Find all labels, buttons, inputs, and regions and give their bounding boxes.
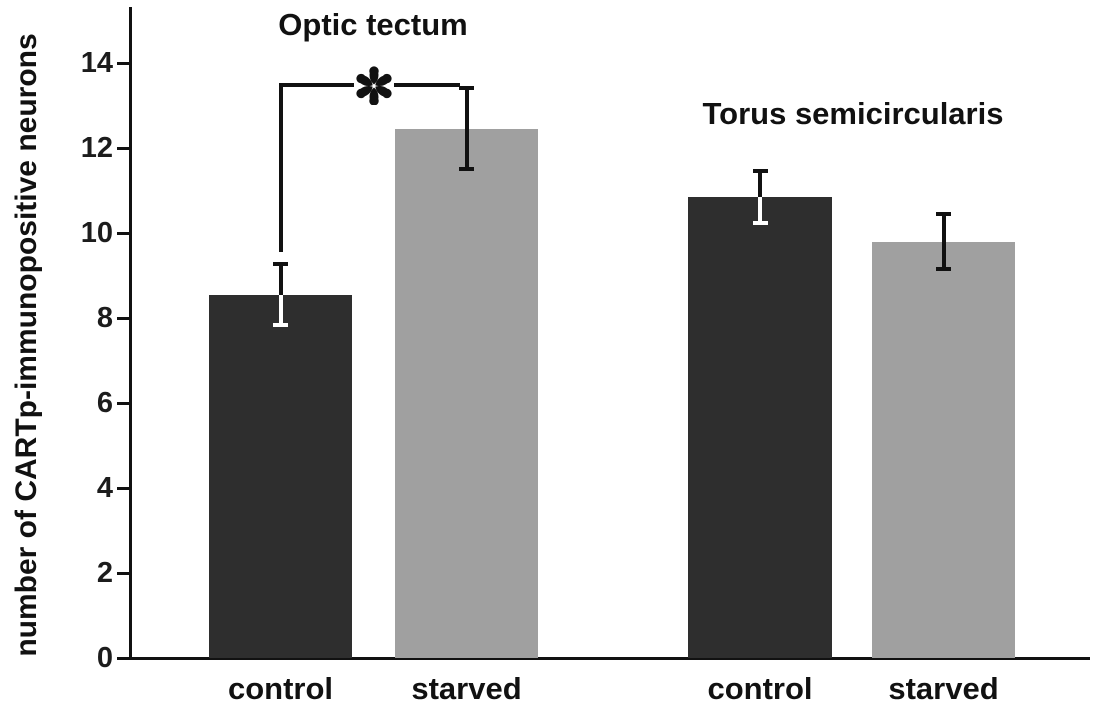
bar-torus-semicircularis-control bbox=[688, 196, 832, 658]
error-bar-upper-optic-tectum-control bbox=[278, 261, 283, 295]
bar-torus-semicircularis-starved bbox=[872, 241, 1015, 658]
y-tick-label: 0 bbox=[96, 642, 113, 674]
error-bar-lower-optic-tectum-starved bbox=[464, 128, 469, 172]
y-axis-line bbox=[129, 7, 132, 660]
error-bar-upper-optic-tectum-starved bbox=[464, 86, 469, 129]
asterisk-icon bbox=[355, 66, 392, 106]
group-title-torus-semicircularis: Torus semicircularis bbox=[702, 96, 1004, 131]
y-tick-label: 8 bbox=[96, 302, 113, 334]
error-bar-top-cap-torus-semicircularis-control bbox=[752, 169, 768, 174]
error-bar-upper-torus-semicircularis-starved bbox=[941, 211, 946, 242]
error-bar-lower-optic-tectum-control bbox=[278, 294, 283, 328]
y-tick-label: 14 bbox=[80, 47, 113, 79]
significance-bracket-right-segment bbox=[393, 83, 460, 88]
y-tick bbox=[117, 61, 129, 65]
error-bar-bottom-cap-torus-semicircularis-control bbox=[752, 220, 768, 225]
y-axis-title: number of CARTp-immunopositive neurons bbox=[10, 33, 43, 657]
error-bar-upper-torus-semicircularis-control bbox=[758, 169, 762, 197]
error-bar-bottom-cap-optic-tectum-control bbox=[273, 323, 288, 328]
group-title-optic-tectum: Optic tectum bbox=[278, 7, 468, 42]
error-bar-bottom-cap-optic-tectum-starved bbox=[459, 167, 474, 172]
y-tick-label: 12 bbox=[80, 132, 113, 164]
x-axis-line bbox=[129, 656, 1090, 660]
error-bar-lower-torus-semicircularis-control bbox=[758, 196, 762, 225]
x-category-label-optic-tectum-control: control bbox=[227, 671, 334, 706]
x-category-label-optic-tectum-starved: starved bbox=[411, 671, 522, 706]
significance-bracket-vertical bbox=[278, 83, 283, 253]
x-category-label-torus-semicircularis-control: control bbox=[707, 671, 813, 706]
significance-bracket-left-segment bbox=[278, 83, 354, 88]
bar-optic-tectum-control bbox=[209, 294, 352, 658]
bar-optic-tectum-starved bbox=[395, 128, 538, 658]
significance-asterisk bbox=[354, 65, 394, 106]
y-tick-label: 6 bbox=[96, 387, 113, 419]
x-category-label-torus-semicircularis-starved: starved bbox=[888, 671, 999, 706]
y-tick bbox=[117, 146, 129, 150]
error-bar-top-cap-optic-tectum-starved bbox=[459, 86, 474, 91]
error-bar-top-cap-torus-semicircularis-starved bbox=[936, 211, 951, 216]
error-bar-top-cap-optic-tectum-control bbox=[273, 261, 288, 266]
y-tick bbox=[117, 231, 129, 235]
error-bar-bottom-cap-torus-semicircularis-starved bbox=[936, 267, 951, 272]
y-tick bbox=[117, 316, 129, 320]
y-tick bbox=[117, 486, 129, 490]
y-tick-label: 10 bbox=[80, 217, 113, 249]
error-bar-lower-torus-semicircularis-starved bbox=[941, 241, 946, 272]
y-tick bbox=[117, 571, 129, 575]
y-tick-label: 2 bbox=[96, 557, 113, 589]
y-tick-label: 4 bbox=[96, 472, 113, 504]
y-tick bbox=[117, 656, 129, 660]
y-tick bbox=[117, 401, 129, 405]
